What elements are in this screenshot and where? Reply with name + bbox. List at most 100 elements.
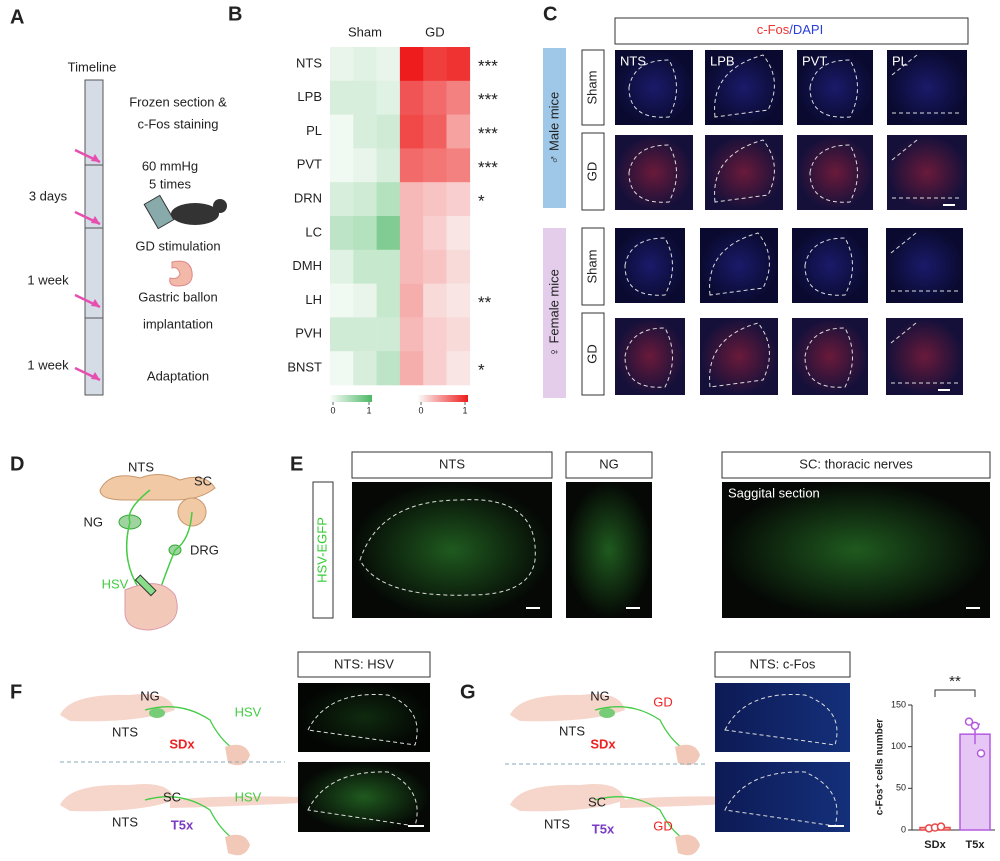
nerve [144,796,236,841]
heat-cell [353,47,377,82]
heat-cell [399,216,424,251]
micrograph [700,228,778,303]
heat-cell [330,47,354,82]
heat-cell [330,283,354,318]
region-outline [307,693,418,746]
diagram-label: SC [194,473,212,488]
stain-box [312,481,334,619]
group-label: ♂ Male mice [546,92,561,165]
step-text: Gastric ballon [138,289,217,304]
heat-cell [353,351,377,386]
region-outline [624,237,673,296]
brain-body [60,784,175,812]
heat-cell [353,148,377,183]
diagram-label: DRG [190,542,219,557]
row-label: PVH [295,326,322,341]
heat-cell [376,47,401,82]
diagram-label: SC [163,789,181,804]
diagram-label: NTS [112,814,138,829]
heat-cell [353,216,377,251]
significance: * [478,361,485,380]
panel-label: G [460,681,476,703]
heat-cell [446,283,471,318]
colorbar-tick-label: 0 [418,405,423,415]
region-outline [709,322,770,388]
micrograph [615,50,693,125]
region-outline [891,139,918,161]
micrograph [298,683,430,752]
colorbar-tick-label: 0 [330,405,335,415]
significance: *** [478,90,498,109]
significance: ** [949,673,961,690]
image-title: NTS: c-Fos [750,656,816,671]
heat-cell [330,114,354,149]
diagram-label: T5x [171,817,194,832]
significance: ** [478,293,492,312]
heat-cell [399,182,424,217]
heat-cell [376,148,401,183]
heat-cell [376,249,401,284]
step-text: implantation [143,316,213,331]
stomach [124,583,178,631]
region-outline [724,693,838,746]
heat-cell [330,351,354,386]
step-text: 5 times [149,176,191,191]
row-box [581,49,605,126]
significance-bracket [934,689,976,697]
timeline-title: Timeline [68,59,117,74]
micrograph [298,762,430,832]
region-label: LPB [710,53,735,68]
step-text: Frozen section & [129,94,227,109]
region-outline [724,771,838,827]
micrograph [700,318,778,395]
row-box [581,312,605,396]
group-box [543,228,566,398]
micrograph [792,318,868,395]
heat-cell [423,80,447,115]
heat-cell [376,317,401,352]
region-outline [890,232,917,254]
micrograph [715,683,850,752]
diagram-label: NG [140,688,160,703]
diagram-label: NTS [559,723,585,738]
row-label: GD [584,162,599,182]
group-label: ♀ Female mice [546,269,561,357]
micrograph [615,228,685,303]
column-header: GD [425,24,445,39]
region-outline [714,139,775,203]
heat-cell [399,148,424,183]
heat-cell [399,317,424,352]
panel-label: C [543,3,557,25]
region-label: PL [892,53,908,68]
arrow-head [91,216,100,224]
heat-cell [399,47,424,82]
heat-cell [446,114,471,149]
image-title: SC: thoracic nerves [799,456,913,471]
heat-cell [376,182,401,217]
diagram-label: NG [590,688,610,703]
heat-cell [423,114,447,149]
heat-cell [423,351,447,386]
row-label: GD [584,344,599,364]
ganglion [599,708,615,718]
image-title: NG [599,456,619,471]
panel-label: A [10,6,24,28]
region-outline [709,232,770,296]
image-title-box [721,451,991,479]
nerve [144,706,236,751]
group-box [543,48,566,208]
row-label: BNST [287,360,322,375]
row-label: DRN [294,191,322,206]
device [143,194,175,230]
y-tick-label: 50 [896,783,906,793]
column-header: Sham [348,24,382,39]
heat-cell [353,80,377,115]
heat-cell [353,317,377,352]
syringe [134,574,157,597]
stomach [675,744,700,766]
heat-cell [353,249,377,284]
heat-cell [330,216,354,251]
panel-label: F [10,681,22,703]
data-point [976,749,986,758]
